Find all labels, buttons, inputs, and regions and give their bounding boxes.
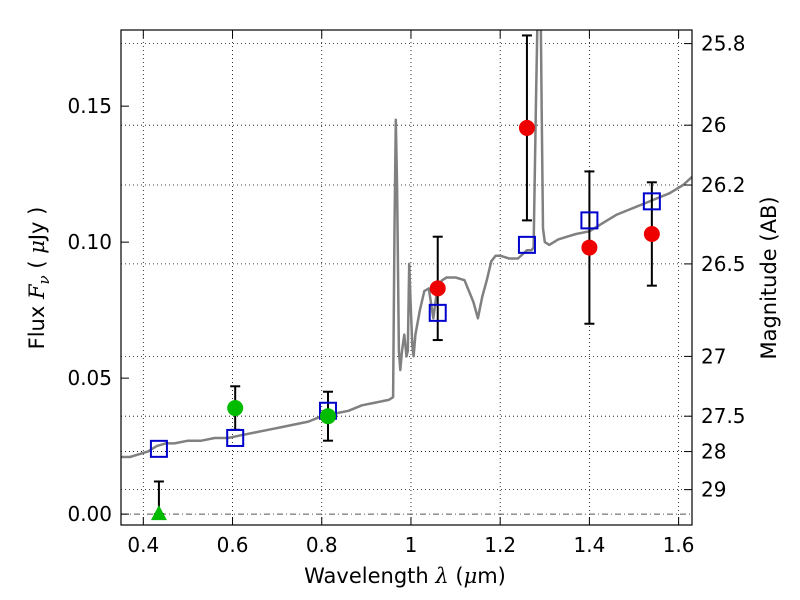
model-square [226,428,245,447]
x-axis-label-text: Wavelength [304,564,435,588]
x-tick-label: 0.8 [306,533,338,557]
model-square [149,439,168,458]
grid-lines [121,30,692,525]
right-axis-label: Magnitude (AB) [757,196,781,359]
y-axis-label: Flux Fν ( μJy ) [25,207,53,350]
x-tick-label: 0.4 [127,533,159,557]
model-square [580,211,599,230]
right-tick-label: 28 [701,440,726,464]
nir-point [518,119,535,136]
y-axis-mu: μ [25,240,49,254]
right-tick-label: 27 [701,344,726,368]
nir-point [643,225,660,242]
x-tick-label: 1.4 [573,533,605,557]
x-axis-mu: μ [464,564,478,588]
model-square [428,303,447,322]
hst-point [227,400,244,417]
model-square [517,235,536,254]
x-axis-unit: ( [449,564,464,588]
x-tick-label: 1.6 [663,533,695,557]
plot-content [121,30,692,521]
x-axis-lambda: λ [434,564,448,588]
y-axis-label-text: Flux [25,299,49,349]
x-axis-unit-end: m) [477,564,506,588]
x-tick-label: 0.6 [217,533,249,557]
y-axis-F: F [25,283,49,300]
hst-point [319,408,336,425]
right-tick-label: 26.5 [701,252,746,276]
right-tick-label: 27.5 [701,404,746,428]
right-tick-label: 26 [701,113,726,137]
upper-limit-marker [150,505,167,521]
y-tick-label: 0.05 [67,366,112,390]
y-axis-nu: ν [35,275,53,284]
y-axis-paren: ( [25,254,49,276]
right-tick-label: 29 [701,478,726,502]
plot-frame [120,29,693,526]
y-tick-label: 0.00 [67,502,112,526]
nir-point [429,280,446,297]
right-tick-label: 25.8 [701,32,746,56]
x-axis-label: Wavelength λ (μm) [304,564,506,588]
x-tick-label: 1.2 [484,533,516,557]
nir-point [581,239,598,256]
model-square [642,192,661,211]
axis-ticks: 0.4 0.6 0.8 1 1.2 1.4 1.6 0.00 0.05 0.10 0.15 25.8 2… [67,30,746,557]
y-tick-label: 0.15 [67,94,112,118]
y-tick-label: 0.10 [67,230,112,254]
x-tick-label: 1 [405,533,418,557]
y-axis-unit: Jy ) [25,207,49,243]
right-tick-label: 26.2 [701,173,746,197]
sed-line [121,30,692,459]
